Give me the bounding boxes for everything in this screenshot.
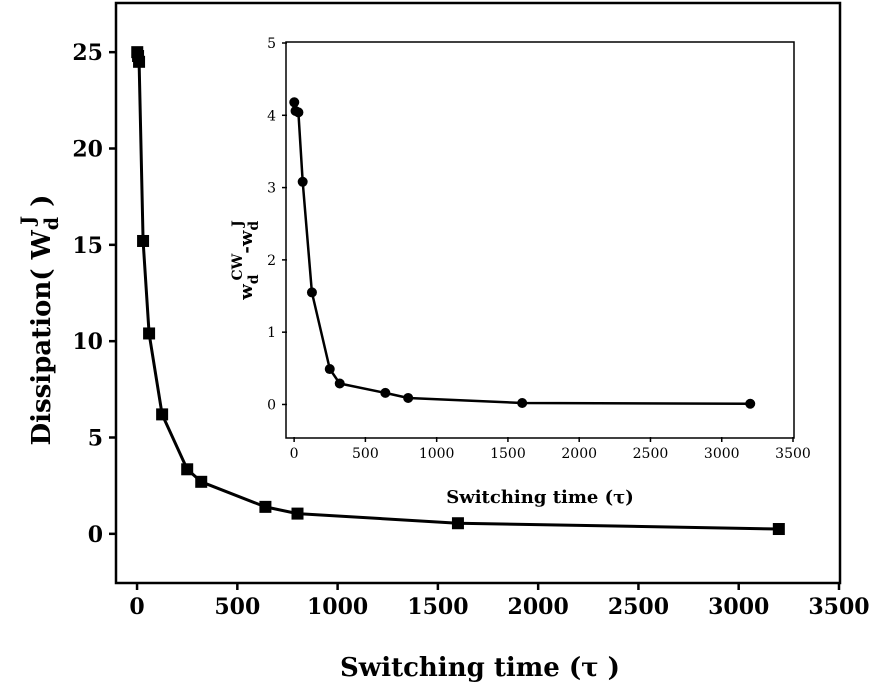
inset-plot-frame [285,41,795,439]
main-y-tick-label: 20 [72,136,103,162]
inset-y-axis-label: wdCW-wdJ [230,220,262,301]
inset-data-point [745,398,756,409]
main-data-point [772,523,785,536]
inset-y-tick-label: 4 [267,108,276,124]
inset-data-point [517,398,528,409]
inset-x-tick-label: 0 [290,446,299,462]
main-y-tick-label: 10 [72,329,103,355]
main-x-tick-label: 1000 [307,594,368,620]
main-plot-frame [114,1,842,585]
inset-data-point [289,97,300,108]
main-x-tick-label: 2000 [508,594,569,620]
main-data-point [137,234,150,247]
inset-data-point [293,107,304,118]
main-x-axis-label: Switching time (τ ) [340,653,620,683]
inset-data-point [297,176,308,187]
main-y-tick-label: 5 [88,425,103,451]
inset-y-tick-label: 5 [267,36,276,52]
main-data-point [156,408,169,421]
inset-data-point [380,387,391,398]
main-x-tick-label: 3500 [808,594,869,620]
main-x-tick-label: 0 [129,594,144,620]
main-data-point [451,517,464,530]
inset-x-tick-label: 500 [352,446,379,462]
main-data-point [195,475,208,488]
main-data-point [143,327,156,340]
inset-x-tick-label: 2500 [633,446,669,462]
inset-y-tick-label: 3 [267,181,276,197]
inset-data-point [403,392,414,403]
main-x-tick-label: 500 [214,594,260,620]
main-x-tick-label: 3000 [708,594,769,620]
main-y-tick-label: 15 [72,233,103,259]
inset-y-tick-label: 0 [267,398,276,414]
inset-data-point [306,287,317,298]
inset-x-tick-label: 1000 [419,446,455,462]
inset-x-tick-label: 1500 [490,446,526,462]
inset-data-point [334,378,345,389]
main-x-tick-label: 2500 [608,594,669,620]
main-data-point [133,55,146,68]
inset-x-tick-label: 2000 [561,446,597,462]
inset-chart-layer: 0 500 1000 1500 2000 2500 3000 3500 0 1 2 3 4 5 [267,36,811,462]
inset-x-axis-label: Switching time (τ) [446,487,634,508]
main-data-point [259,500,272,513]
inset-y-tick-label: 2 [267,253,276,269]
inset-x-tick-label: 3500 [775,446,811,462]
inset-data-point [324,364,335,375]
inset-x-tick-label: 3000 [704,446,740,462]
main-x-tick-label: 1500 [407,594,468,620]
main-y-tick-label: 25 [72,40,103,66]
main-y-tick-label: 0 [88,522,103,548]
main-data-point [181,463,194,476]
main-y-axis-label: Dissipation( WdJ ) [17,195,63,446]
inset-y-tick-label: 1 [267,325,276,341]
main-data-point [291,507,304,520]
